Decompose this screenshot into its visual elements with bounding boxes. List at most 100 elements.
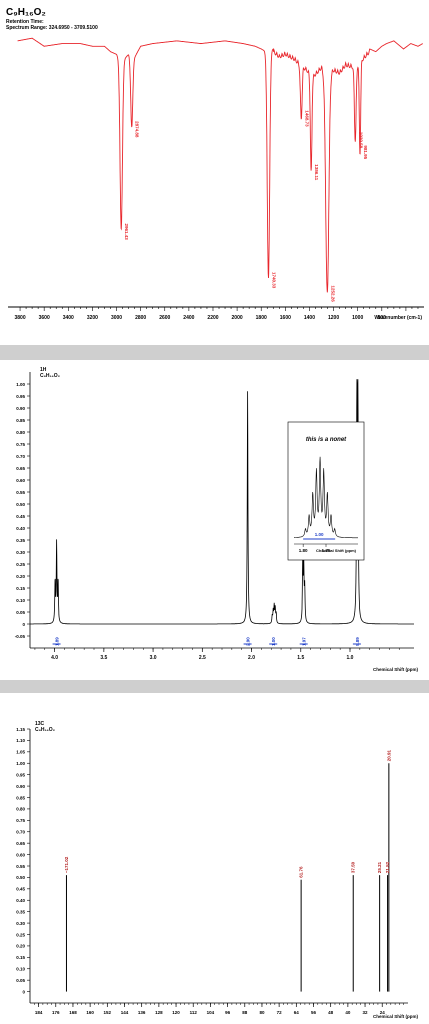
c13-y-tick-label: 1.15	[16, 727, 25, 732]
h1-y-tick-label: 0.10	[16, 598, 25, 603]
c13-x-tick-label: 48	[328, 1010, 334, 1015]
ir-header-line1: Retention Time:	[6, 19, 44, 25]
ir-spectrum-panel: C₉H₁₆O₂ Retention Time: Spectrum Range: …	[0, 0, 429, 345]
c13-y-tick-label: 0.45	[16, 887, 25, 892]
h1-x-tick-label: 4.0	[51, 655, 58, 661]
ir-spectrum-chart: C₉H₁₆O₂ Retention Time: Spectrum Range: …	[6, 7, 424, 321]
c13-y-tick-label: 1.10	[16, 738, 25, 743]
c13-y-tick-label: 0.50	[16, 875, 25, 880]
h1-y-tick-label: 0.60	[16, 478, 25, 483]
h1-y-tick-label: 0.05	[16, 610, 25, 615]
c13-peak-label: 61.76	[299, 866, 304, 878]
c13-y-tick-label: 0.60	[16, 852, 25, 857]
h1-integral-label: 1.89	[55, 637, 60, 646]
c13-peak-label: 25.21	[377, 861, 382, 873]
ir-peak-label: 1386.11	[314, 164, 319, 181]
ir-x-tick-label: 1400	[304, 315, 315, 321]
c13-nmr-panel: 13C C₉H₁₆O₂ Chemical Shift (ppm) 1.15 1.1…	[0, 693, 429, 1024]
c13-x-tick-label: 104	[207, 1010, 215, 1015]
ir-peak-label: 981.95	[363, 145, 368, 159]
c13-y-tick-label: 0.90	[16, 784, 25, 789]
h1-x-tick-label: 2.5	[199, 655, 206, 661]
ir-header-line2: Spectrum Range: 324.6950 - 3709.5100	[6, 25, 98, 31]
ir-peak-label: 1020.58	[358, 132, 363, 149]
h1-x-tick-label: 3.5	[100, 655, 107, 661]
c13-y-tick-label: 0.20	[16, 944, 25, 949]
c13-x-tick-label: 40	[345, 1010, 351, 1015]
c13-x-tick-label: 176	[52, 1010, 60, 1015]
c13-peak-label: 21.52	[385, 861, 390, 873]
c13-x-tick-label: 152	[104, 1010, 112, 1015]
h1-x-tick-label: 1.5	[297, 655, 304, 661]
h1-inset-integral-label: 1.00	[315, 532, 324, 537]
h1-y-tick-label: 0.80	[16, 430, 25, 435]
ir-x-tick-label: 2600	[159, 315, 170, 321]
h1-inset-x-tick-label: 1.80	[299, 548, 308, 553]
h1-x-axis-label: Chemical Shift (ppm)	[373, 667, 419, 672]
ir-x-tick-label: 800	[378, 315, 387, 321]
ir-x-tick-label: 3800	[14, 315, 25, 321]
h1-nmr-panel: 1H C₉H₁₆O₂ Chemical Shift (ppm) 1.00 0.95…	[0, 360, 429, 680]
h1-inset-x-tick-label: 1.75	[322, 548, 331, 553]
h1-y-tick-label: 0.40	[16, 526, 25, 531]
c13-y-tick-label: 1.05	[16, 750, 25, 755]
h1-y-tick-label: 0.25	[16, 562, 25, 567]
h1-formula: C₉H₁₆O₂	[40, 373, 60, 379]
c13-y-tick-label: 1.00	[16, 761, 25, 766]
h1-y-tick-label: 0.75	[16, 442, 25, 447]
h1-y-tick-label: 0.70	[16, 454, 25, 459]
c13-x-tick-label: 64	[294, 1010, 300, 1015]
h1-nucleus-label: 1H	[40, 367, 47, 373]
ir-x-axis-label: Wavenumber (cm-1)	[374, 315, 422, 321]
c13-nmr-chart: 13C C₉H₁₆O₂ Chemical Shift (ppm) 1.15 1.1…	[16, 721, 419, 1019]
c13-x-tick-label: 160	[86, 1010, 94, 1015]
c13-x-axis-label: Chemical Shift (ppm)	[373, 1014, 419, 1019]
h1-inset-spectrum-line	[294, 456, 358, 539]
c13-y-tick-label: 0.75	[16, 818, 25, 823]
h1-integral-label: 2.90	[246, 637, 251, 646]
ir-spectrum-line	[17, 37, 424, 293]
ir-peak-label: 1740.33	[271, 272, 276, 289]
ir-x-tick-label: 2000	[232, 315, 243, 321]
h1-spectrum-line	[30, 379, 414, 625]
h1-y-tick-label: 0.35	[16, 538, 25, 543]
c13-peak-label: 37.50	[351, 861, 356, 873]
c13-x-tick-label: 96	[225, 1010, 231, 1015]
c13-y-tick-label: 0.80	[16, 807, 25, 812]
h1-y-tick-label: 0.20	[16, 574, 25, 579]
h1-inset-x-axis-label: Chemical Shift (ppm)	[316, 548, 357, 553]
ir-peak-label: 2961.43	[124, 224, 129, 241]
h1-y-tick-label: 0.85	[16, 418, 25, 423]
h1-x-tick-label: 2.0	[248, 655, 255, 661]
h1-integral-label: 5.89	[355, 637, 360, 646]
h1-y-tick-label: 0.30	[16, 550, 25, 555]
c13-y-tick-label: 0.05	[16, 978, 25, 983]
h1-integral-label: 1.97	[302, 637, 307, 646]
c13-y-tick-label: 0.25	[16, 932, 25, 937]
ir-x-tick-label: 2800	[135, 315, 146, 321]
ir-x-tick-label: 1000	[352, 315, 363, 321]
h1-y-tick-label: 0.15	[16, 586, 25, 591]
h1-x-tick-label: 1.0	[347, 655, 354, 661]
c13-nucleus-label: 13C	[35, 721, 45, 727]
ir-x-tick-label: 3200	[87, 315, 98, 321]
c13-y-tick-label: 0.65	[16, 841, 25, 846]
ir-x-tick-label: 2400	[183, 315, 194, 321]
h1-integral-label: 1.00	[271, 637, 276, 646]
panel-separator	[0, 345, 429, 360]
c13-x-tick-label: 56	[311, 1010, 317, 1015]
ir-x-tick-label: 3600	[39, 315, 50, 321]
c13-x-tick-label: 136	[138, 1010, 146, 1015]
h1-y-tick-label: -0.05	[15, 634, 26, 639]
ir-peak-label: 1468.73	[304, 110, 309, 127]
h1-y-tick-label: 0.90	[16, 406, 25, 411]
h1-y-tick-label: 0.45	[16, 514, 25, 519]
ir-x-tick-label: 3000	[111, 315, 122, 321]
h1-y-tick-label: 0.55	[16, 490, 25, 495]
panel-separator	[0, 680, 429, 693]
c13-x-tick-label: 184	[35, 1010, 43, 1015]
c13-y-tick-label: 0.15	[16, 955, 25, 960]
h1-y-tick-label: 1.00	[16, 382, 25, 387]
h1-y-tick-label: 0.65	[16, 466, 25, 471]
c13-x-tick-label: 32	[363, 1010, 369, 1015]
